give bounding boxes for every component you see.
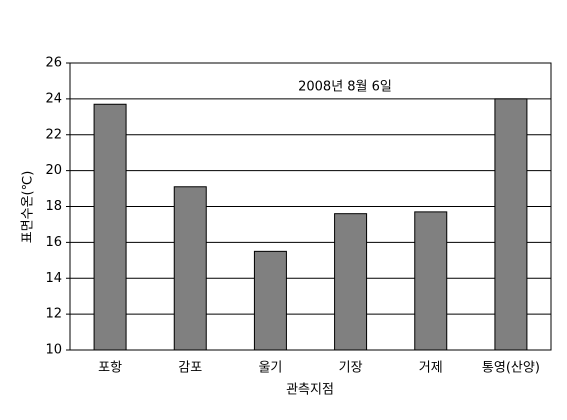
x-tick-label: 통영(산양) [482,361,540,376]
x-axis-label: 관측지점 [286,383,334,398]
bar [173,186,207,351]
bar [253,250,287,351]
y-tick-label: 18 [45,199,62,214]
y-tick-label: 24 [45,91,62,106]
x-tick-label: 거제 [419,361,443,376]
bar [494,98,528,351]
y-tick-label: 20 [45,163,62,178]
y-tick-label: 22 [45,127,62,142]
bar [93,103,127,351]
x-tick-label: 울기 [258,361,282,376]
annotation: 2008년 8월 6일 [298,80,392,95]
x-tick-label: 감포 [178,361,202,376]
y-tick-label: 10 [45,343,62,358]
y-axis-label: 표면수온(℃) [21,171,36,244]
x-tick-label: 기장 [339,361,363,376]
y-tick-label: 12 [45,307,62,322]
bar [414,211,448,351]
y-tick-label: 26 [45,56,62,71]
y-tick-label: 14 [45,271,62,286]
y-tick-label: 16 [45,235,62,250]
bar [334,213,368,351]
x-tick-label: 포항 [98,361,122,376]
plot-border [69,62,552,351]
